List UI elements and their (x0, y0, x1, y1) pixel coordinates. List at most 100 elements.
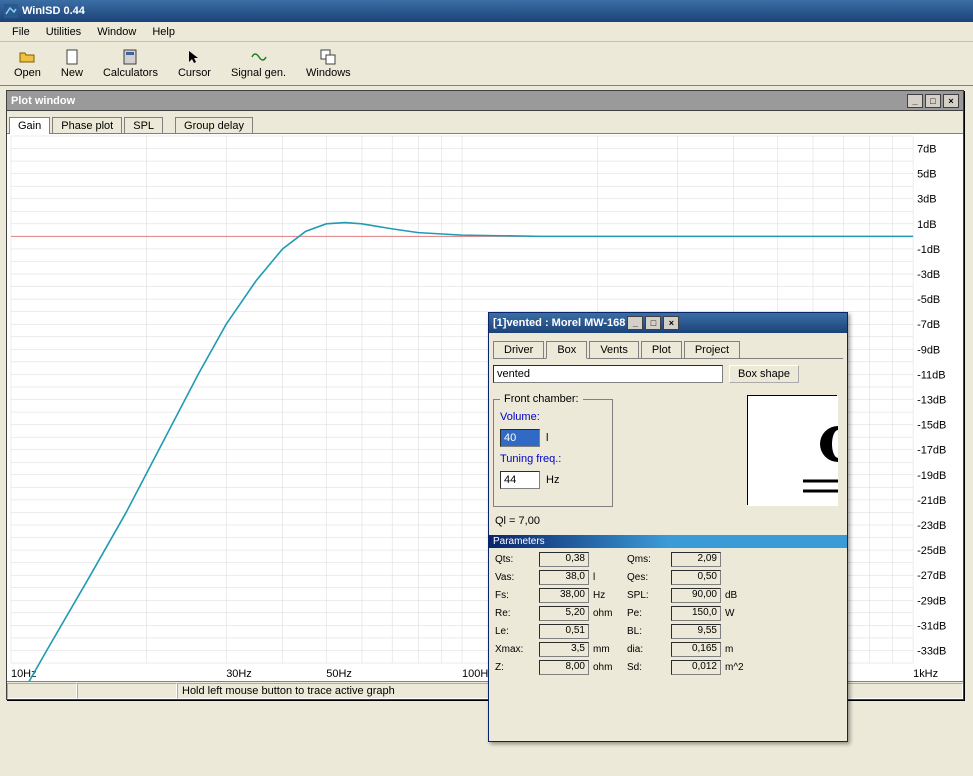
menu-window[interactable]: Window (89, 24, 144, 40)
svg-text:-13dB: -13dB (917, 395, 946, 407)
menu-help[interactable]: Help (144, 24, 183, 40)
svg-text:-11dB: -11dB (917, 369, 945, 381)
param-value: 38,0 (539, 570, 589, 585)
param-unit: m^2 (725, 662, 755, 673)
param-unit: m (725, 644, 755, 655)
box-dialog: [1]vented : Morel MW-168 _ □ × Driver Bo… (488, 312, 848, 742)
front-chamber-label: Front chamber: (500, 393, 583, 405)
svg-text:-29dB: -29dB (917, 595, 946, 607)
param-value: 38,00 (539, 588, 589, 603)
param-value: 0,38 (539, 552, 589, 567)
open-icon (19, 49, 35, 65)
minimize-button[interactable]: _ (907, 94, 923, 108)
box-diagram (747, 395, 837, 505)
svg-text:-5dB: -5dB (917, 294, 940, 306)
param-unit: dB (725, 590, 755, 601)
plot-titlebar[interactable]: Plot window _ □ × (7, 91, 963, 111)
menubar: File Utilities Window Help (0, 22, 973, 42)
tuning-input[interactable] (500, 471, 540, 489)
box-type-input[interactable] (493, 365, 723, 383)
param-value: 9,55 (671, 624, 721, 639)
menu-file[interactable]: File (4, 24, 38, 40)
box-shape-button[interactable]: Box shape (729, 365, 799, 383)
tab-group-delay[interactable]: Group delay (175, 117, 253, 134)
dialog-maximize-button[interactable]: □ (645, 316, 661, 330)
param-unit: l (593, 572, 623, 583)
dialog-close-button[interactable]: × (663, 316, 679, 330)
svg-text:-9dB: -9dB (917, 344, 940, 356)
param-unit: ohm (593, 662, 623, 673)
close-button[interactable]: × (943, 94, 959, 108)
param-unit: ohm (593, 608, 623, 619)
param-value: 3,5 (539, 642, 589, 657)
svg-text:3dB: 3dB (917, 194, 937, 206)
svg-text:-25dB: -25dB (917, 545, 946, 557)
svg-text:-3dB: -3dB (917, 269, 940, 281)
param-label: Pe: (627, 608, 667, 619)
app-icon (4, 4, 18, 18)
svg-text:-1dB: -1dB (917, 244, 940, 256)
svg-text:-19dB: -19dB (917, 470, 946, 482)
toolbar-signal[interactable]: Signal gen. (221, 47, 296, 81)
tab-phase[interactable]: Phase plot (52, 117, 122, 134)
toolbar-calculators[interactable]: Calculators (93, 47, 168, 81)
svg-text:100H: 100H (462, 668, 488, 680)
volume-label: Volume: (500, 411, 606, 423)
tuning-unit: Hz (546, 474, 559, 486)
svg-text:-7dB: -7dB (917, 319, 940, 331)
windows-icon (320, 49, 336, 65)
param-label: Qms: (627, 554, 667, 565)
param-unit: W (725, 608, 755, 619)
svg-text:50Hz: 50Hz (326, 668, 352, 680)
dialog-title: [1]vented : Morel MW-168 (493, 317, 625, 329)
svg-text:7dB: 7dB (917, 144, 937, 156)
parameters-header: Parameters (489, 535, 847, 548)
param-label: Xmax: (495, 644, 535, 655)
tab-spl[interactable]: SPL (124, 117, 163, 134)
tab-driver[interactable]: Driver (493, 341, 544, 358)
signal-icon (251, 49, 267, 65)
svg-text:-31dB: -31dB (917, 620, 946, 632)
param-label: Le: (495, 626, 535, 637)
tab-gain[interactable]: Gain (9, 117, 50, 134)
toolbar-cursor[interactable]: Cursor (168, 47, 221, 81)
app-title: WinISD 0.44 (22, 5, 85, 17)
param-label: Z: (495, 662, 535, 673)
volume-unit: l (546, 432, 548, 444)
param-value: 8,00 (539, 660, 589, 675)
svg-text:1kHz: 1kHz (913, 668, 938, 680)
param-label: Sd: (627, 662, 667, 673)
param-label: dia: (627, 644, 667, 655)
dialog-tabs: Driver Box Vents Plot Project (493, 337, 843, 359)
tab-project[interactable]: Project (684, 341, 740, 358)
toolbar-windows[interactable]: Windows (296, 47, 361, 81)
plot-title: Plot window (11, 95, 75, 107)
tab-vents[interactable]: Vents (589, 341, 639, 358)
param-label: Re: (495, 608, 535, 619)
toolbar-open[interactable]: Open (4, 47, 51, 81)
param-label: BL: (627, 626, 667, 637)
plot-tabs: Gain Phase plot SPL Group delay (7, 111, 963, 133)
param-value: 5,20 (539, 606, 589, 621)
param-value: 0,012 (671, 660, 721, 675)
svg-text:5dB: 5dB (917, 169, 937, 181)
main-titlebar[interactable]: WinISD 0.44 (0, 0, 973, 22)
dialog-titlebar[interactable]: [1]vented : Morel MW-168 _ □ × (489, 313, 847, 333)
menu-utilities[interactable]: Utilities (38, 24, 89, 40)
status-cell-2 (77, 683, 177, 699)
toolbar-new[interactable]: New (51, 47, 93, 81)
volume-input[interactable] (500, 429, 540, 447)
svg-text:-15dB: -15dB (917, 420, 946, 432)
tab-box[interactable]: Box (546, 341, 587, 359)
param-label: Vas: (495, 572, 535, 583)
tuning-label: Tuning freq.: (500, 453, 606, 465)
tab-plot[interactable]: Plot (641, 341, 682, 358)
maximize-button[interactable]: □ (925, 94, 941, 108)
status-cell-1 (7, 683, 77, 699)
param-label: Qts: (495, 554, 535, 565)
dialog-minimize-button[interactable]: _ (627, 316, 643, 330)
svg-text:-17dB: -17dB (917, 445, 946, 457)
param-value: 0,165 (671, 642, 721, 657)
svg-text:-27dB: -27dB (917, 570, 946, 582)
svg-text:-21dB: -21dB (917, 495, 946, 507)
